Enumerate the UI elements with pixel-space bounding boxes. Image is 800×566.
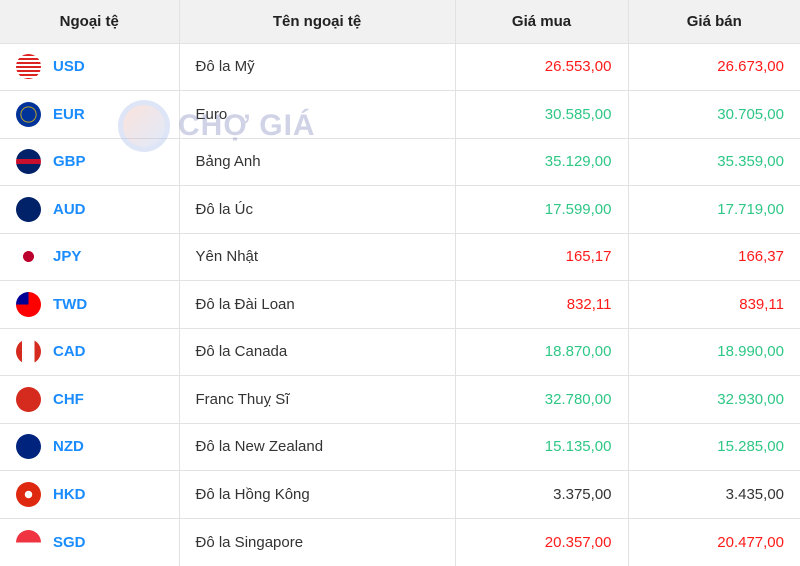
currency-name: Đô la Singapore xyxy=(179,517,456,566)
currency-name: Đô la Canada xyxy=(179,327,456,376)
currency-name: Yên Nhật xyxy=(179,232,456,281)
currency-cell: CHF xyxy=(0,375,180,423)
jp-flag-icon xyxy=(16,244,41,270)
currency-name: Franc Thuỵ Sĩ xyxy=(179,375,456,423)
header-sell: Giá bán xyxy=(628,0,800,43)
table-header: Ngoại tệ Tên ngoại tệ Giá mua Giá bán xyxy=(0,0,800,43)
sg-flag-icon xyxy=(16,529,41,555)
currency-code-link[interactable]: AUD xyxy=(53,200,86,218)
hk-flag-icon xyxy=(16,481,41,507)
currency-cell: SGD xyxy=(0,517,180,566)
uk-flag-icon xyxy=(16,149,41,175)
currency-cell: HKD xyxy=(0,470,180,518)
header-buy: Giá mua xyxy=(455,0,629,43)
sell-price: 17.719,00 xyxy=(628,185,800,233)
table-row: NZD Đô la New Zealand 15.135,00 15.285,0… xyxy=(0,422,800,471)
tw-flag-icon xyxy=(16,291,41,317)
sell-price: 35.359,00 xyxy=(628,137,800,186)
ch-flag-icon xyxy=(16,386,41,412)
sell-price: 3.435,00 xyxy=(628,470,800,518)
table-row: GBP Bảng Anh 35.129,00 35.359,00 xyxy=(0,137,800,186)
currency-cell: TWD xyxy=(0,280,180,328)
buy-price: 165,17 xyxy=(455,232,629,281)
buy-price: 35.129,00 xyxy=(455,137,629,186)
currency-name: Đô la Hồng Kông xyxy=(179,470,456,518)
currency-cell: AUD xyxy=(0,185,180,233)
currency-code-link[interactable]: HKD xyxy=(53,485,86,503)
currency-name: Đô la Úc xyxy=(179,185,456,233)
currency-code-link[interactable]: USD xyxy=(53,58,85,76)
currency-cell: GBP xyxy=(0,137,180,186)
table-row: SGD Đô la Singapore 20.357,00 20.477,00 xyxy=(0,517,800,566)
sell-price: 15.285,00 xyxy=(628,422,800,471)
buy-price: 26.553,00 xyxy=(455,42,629,91)
currency-cell: NZD xyxy=(0,422,180,471)
sell-price: 166,37 xyxy=(628,232,800,281)
buy-price: 20.357,00 xyxy=(455,517,629,566)
currency-name: Euro xyxy=(179,90,456,138)
sell-price: 20.477,00 xyxy=(628,517,800,566)
currency-code-link[interactable]: SGD xyxy=(53,533,86,551)
sell-price: 30.705,00 xyxy=(628,90,800,138)
buy-price: 30.585,00 xyxy=(455,90,629,138)
table-row: JPY Yên Nhật 165,17 166,37 xyxy=(0,232,800,281)
sell-price: 18.990,00 xyxy=(628,327,800,376)
header-currency: Ngoại tệ xyxy=(0,0,180,43)
buy-price: 18.870,00 xyxy=(455,327,629,376)
sell-price: 839,11 xyxy=(628,280,800,328)
sell-price: 32.930,00 xyxy=(628,375,800,423)
currency-code-link[interactable]: CHF xyxy=(53,390,84,408)
table-row: CHF Franc Thuỵ Sĩ 32.780,00 32.930,00 xyxy=(0,375,800,423)
ca-flag-icon xyxy=(16,339,41,365)
currency-code-link[interactable]: CAD xyxy=(53,343,86,361)
table-row: HKD Đô la Hồng Kông 3.375,00 3.435,00 xyxy=(0,470,800,518)
buy-price: 32.780,00 xyxy=(455,375,629,423)
currency-code-link[interactable]: TWD xyxy=(53,295,88,313)
buy-price: 15.135,00 xyxy=(455,422,629,471)
currency-cell: CAD xyxy=(0,327,180,376)
table-row: EUR Euro 30.585,00 30.705,00 xyxy=(0,90,800,138)
currency-name: Đô la Đài Loan xyxy=(179,280,456,328)
currency-cell: USD xyxy=(0,42,180,91)
currency-code-link[interactable]: NZD xyxy=(53,438,84,456)
table-row: CAD Đô la Canada 18.870,00 18.990,00 xyxy=(0,327,800,376)
buy-price: 832,11 xyxy=(455,280,629,328)
currency-name: Bảng Anh xyxy=(179,137,456,186)
nz-flag-icon xyxy=(16,434,41,460)
au-flag-icon xyxy=(16,196,41,222)
currency-code-link[interactable]: JPY xyxy=(53,248,82,266)
currency-name: Đô la New Zealand xyxy=(179,422,456,471)
currency-code-link[interactable]: GBP xyxy=(53,153,86,171)
header-name: Tên ngoại tệ xyxy=(179,0,456,43)
table-row: AUD Đô la Úc 17.599,00 17.719,00 xyxy=(0,185,800,233)
buy-price: 3.375,00 xyxy=(455,470,629,518)
currency-cell: JPY xyxy=(0,232,180,281)
us-flag-icon xyxy=(16,54,41,80)
sell-price: 26.673,00 xyxy=(628,42,800,91)
currency-name: Đô la Mỹ xyxy=(179,42,456,91)
currency-cell: EUR xyxy=(0,90,180,138)
buy-price: 17.599,00 xyxy=(455,185,629,233)
currency-code-link[interactable]: EUR xyxy=(53,105,85,123)
eu-flag-icon xyxy=(16,101,41,127)
table-row: USD Đô la Mỹ 26.553,00 26.673,00 xyxy=(0,42,800,91)
table-row: TWD Đô la Đài Loan 832,11 839,11 xyxy=(0,280,800,328)
